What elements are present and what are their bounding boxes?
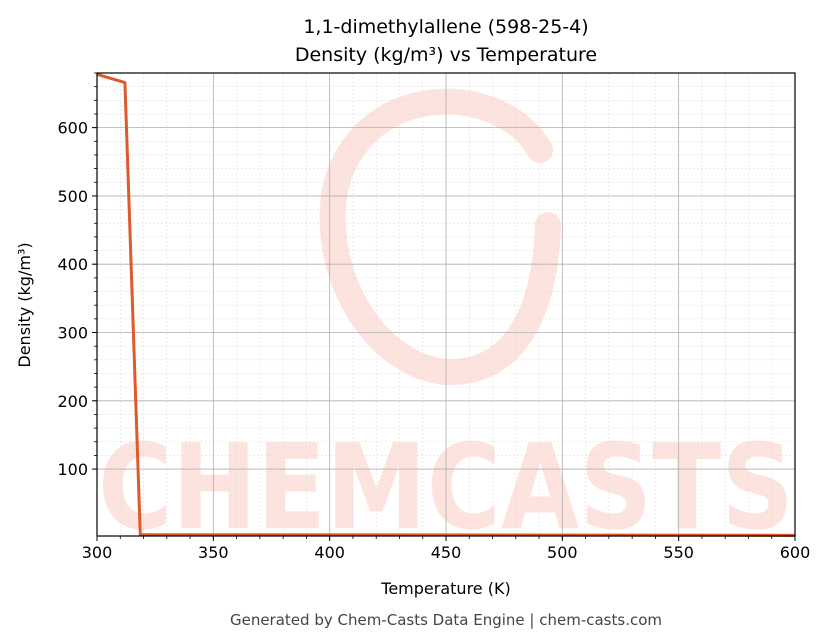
- x-axis-label: Temperature (K): [380, 579, 510, 598]
- x-tick-label: 500: [547, 543, 578, 562]
- x-tick-label: 600: [780, 543, 811, 562]
- chart-title: 1,1-dimethylallene (598-25-4): [303, 16, 588, 38]
- y-tick-label: 200: [57, 392, 88, 411]
- y-tick-label: 100: [57, 460, 88, 479]
- y-tick-label: 400: [57, 255, 88, 274]
- x-tick-label: 400: [314, 543, 345, 562]
- y-tick-label: 300: [57, 323, 88, 342]
- chart-subtitle: Density (kg/m³) vs Temperature: [295, 44, 597, 66]
- watermark-logo: [319, 88, 561, 386]
- x-tick-label: 550: [663, 543, 694, 562]
- y-axis-label: Density (kg/m³): [15, 242, 34, 367]
- watermark-ring: [319, 88, 561, 386]
- x-tick-label: 450: [431, 543, 462, 562]
- data-line: [96, 72, 796, 537]
- y-tick-label: 500: [57, 187, 88, 206]
- y-tick-label: 600: [57, 119, 88, 138]
- footer: Generated by Chem-Casts Data Engine | ch…: [230, 611, 662, 629]
- grid: [96, 72, 796, 536]
- x-tick-label: 300: [82, 543, 113, 562]
- plot: [96, 72, 796, 537]
- x-tick-label: 350: [198, 543, 229, 562]
